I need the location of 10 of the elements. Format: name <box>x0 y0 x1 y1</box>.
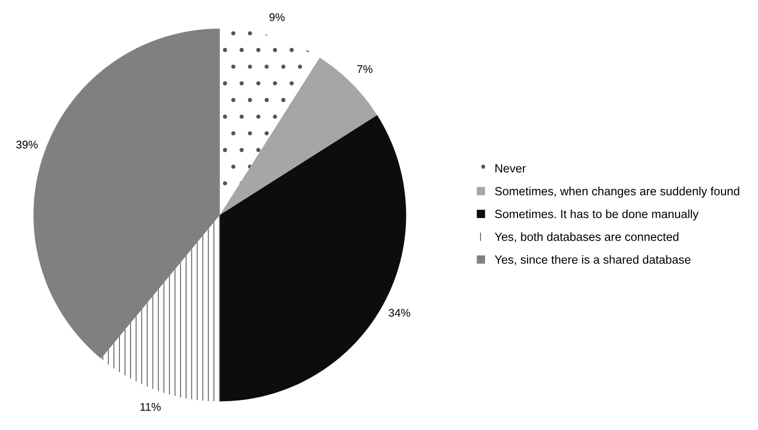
legend-label: Yes, since there is a shared database <box>494 255 690 266</box>
legend-label: Yes, both databases are connected <box>494 232 678 242</box>
data-label: 39% <box>16 140 38 149</box>
data-label: 34% <box>388 308 410 317</box>
data-label: 11% <box>140 403 161 411</box>
data-label: 7% <box>357 65 372 73</box>
legend-label: Sometimes, when changes are suddenly found <box>495 186 740 198</box>
legend-label: Sometimes. It has to be done manually <box>495 209 699 220</box>
data-label: 9% <box>270 13 285 22</box>
legend-label: Never <box>495 164 526 173</box>
